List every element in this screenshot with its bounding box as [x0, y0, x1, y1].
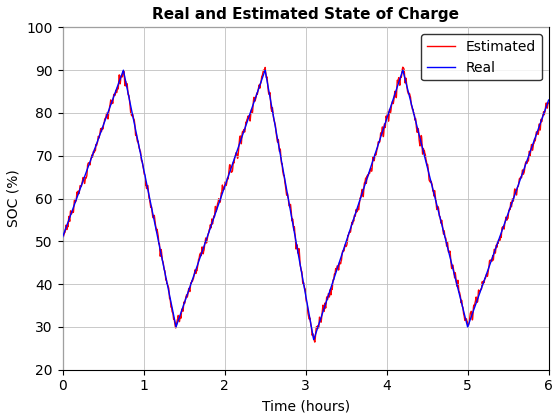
Estimated [115, 87, 122, 92]
Real [144, 183, 151, 188]
Estimated [267, 90, 273, 95]
Legend: Estimated, Real: Estimated, Real [422, 34, 542, 80]
Estimated [246, 114, 253, 119]
Estimated [484, 273, 491, 278]
Line: Real: Real [63, 70, 549, 339]
X-axis label: Time (hours): Time (hours) [262, 399, 349, 413]
Y-axis label: SOC (%): SOC (%) [7, 170, 21, 227]
Real [310, 337, 317, 342]
Estimated [545, 100, 552, 105]
Real [484, 270, 491, 275]
Estimated [143, 185, 150, 190]
Estimated [59, 231, 66, 236]
Real [545, 97, 552, 102]
Estimated [311, 340, 318, 345]
Line: Estimated: Estimated [63, 67, 549, 342]
Real [536, 123, 543, 129]
Real [115, 82, 122, 87]
Title: Real and Estimated State of Charge: Real and Estimated State of Charge [152, 7, 459, 22]
Real [267, 96, 273, 101]
Estimated [536, 121, 543, 126]
Real [59, 234, 66, 239]
Estimated [399, 65, 406, 70]
Real [246, 114, 253, 119]
Real [120, 68, 127, 73]
